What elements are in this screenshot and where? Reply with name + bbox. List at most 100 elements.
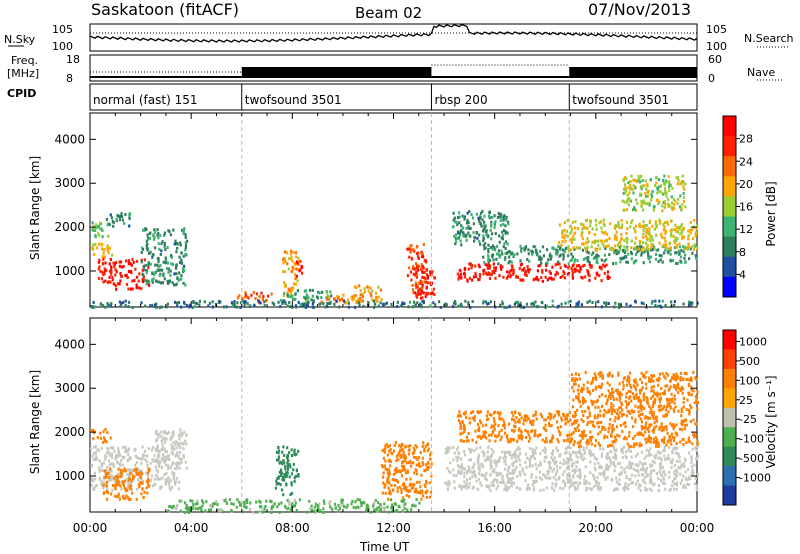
echo-cell — [491, 253, 495, 257]
echo-cell — [659, 473, 663, 477]
echo-cell — [328, 501, 331, 505]
echo-cell — [601, 425, 604, 429]
echo-cell — [408, 448, 411, 452]
echo-cell — [605, 263, 608, 267]
echo-cell — [525, 487, 528, 491]
echo-cell — [158, 454, 161, 458]
echo-cell — [517, 446, 520, 450]
echo-cell — [584, 434, 587, 438]
echo-cell — [117, 480, 120, 484]
echo-cell — [406, 247, 409, 251]
echo-cell — [470, 213, 473, 217]
echo-cell — [684, 182, 687, 186]
echo-cell — [649, 472, 652, 476]
echo-cell — [562, 462, 565, 466]
echo-cell — [619, 396, 622, 400]
echo-cell — [337, 503, 340, 507]
echo-cell — [277, 458, 280, 462]
echo-cell — [632, 184, 635, 188]
echo-cell — [377, 501, 380, 505]
echo-cell — [498, 413, 501, 417]
echo-cell — [382, 456, 385, 460]
echo-cell — [420, 473, 423, 477]
echo-cell — [624, 176, 627, 180]
echo-cell — [488, 211, 491, 215]
echo-cell — [640, 200, 643, 204]
echo-cell — [684, 470, 687, 474]
echo-cell — [614, 244, 617, 248]
echo-cell — [664, 458, 667, 461]
echo-cell — [645, 467, 648, 470]
echo-cell — [526, 456, 529, 460]
echo-cell — [487, 485, 490, 489]
echo-cell — [618, 478, 621, 482]
echo-cell — [156, 476, 159, 480]
echo-cell — [681, 236, 684, 240]
echo-cell — [682, 245, 685, 249]
echo-cell — [330, 294, 333, 298]
echo-cell — [646, 236, 649, 240]
echo-cell — [668, 401, 671, 405]
echo-cell — [413, 471, 416, 475]
echo-cell — [112, 464, 115, 468]
echo-cell — [587, 420, 590, 424]
echo-cell — [544, 306, 547, 310]
echo-cell — [260, 505, 263, 509]
echo-cell — [184, 439, 187, 443]
echo-cell — [661, 372, 664, 376]
echo-cell — [163, 473, 166, 477]
echo-cell — [502, 275, 505, 279]
echo-cell — [115, 479, 118, 483]
echo-cell — [569, 484, 572, 488]
echo-cell — [173, 480, 176, 484]
echo-cell — [653, 227, 656, 231]
echo-cell — [464, 410, 467, 414]
echo-cell — [591, 240, 594, 244]
echo-cell — [518, 411, 521, 415]
echo-cell — [240, 301, 243, 305]
echo-cell — [465, 470, 469, 474]
echo-cell — [563, 221, 566, 225]
echo-cell — [649, 248, 653, 252]
echo-cell — [577, 423, 580, 427]
echo-cell — [181, 228, 184, 232]
echo-cell — [534, 410, 537, 414]
echo-cell — [650, 453, 653, 457]
echo-cell — [347, 298, 350, 302]
echo-cell — [554, 473, 557, 477]
echo-cell — [175, 507, 178, 510]
echo-cell — [310, 504, 313, 508]
echo-cell — [615, 487, 618, 491]
echo-cell — [605, 453, 608, 457]
echo-cell — [637, 464, 640, 468]
echo-cell — [135, 461, 139, 464]
echo-cell — [627, 186, 630, 189]
echo-cell — [174, 440, 177, 444]
echo-cell — [500, 236, 503, 240]
echo-cell — [640, 203, 643, 207]
echo-cell — [297, 256, 300, 260]
echo-cell — [273, 302, 276, 306]
echo-cell — [91, 228, 94, 232]
echo-cell — [160, 448, 163, 452]
echo-cell — [401, 509, 404, 513]
echo-cell — [494, 248, 497, 252]
echo-cell — [585, 218, 588, 222]
echo-cell — [625, 476, 628, 480]
echo-cell — [571, 377, 574, 380]
echo-cell — [673, 202, 676, 206]
echo-cell — [566, 218, 569, 222]
echo-cell — [614, 455, 617, 459]
echo-cell — [473, 474, 477, 477]
echo-cell — [658, 427, 661, 431]
echo-cell — [147, 479, 150, 483]
echo-cell — [621, 456, 624, 460]
echo-cell — [452, 446, 455, 449]
echo-cell — [121, 482, 125, 486]
echo-cell — [102, 251, 105, 255]
echo-cell — [171, 486, 174, 489]
echo-cell — [641, 179, 644, 183]
echo-cell — [630, 399, 633, 403]
echo-cell — [605, 410, 608, 414]
echo-cell — [607, 444, 610, 448]
